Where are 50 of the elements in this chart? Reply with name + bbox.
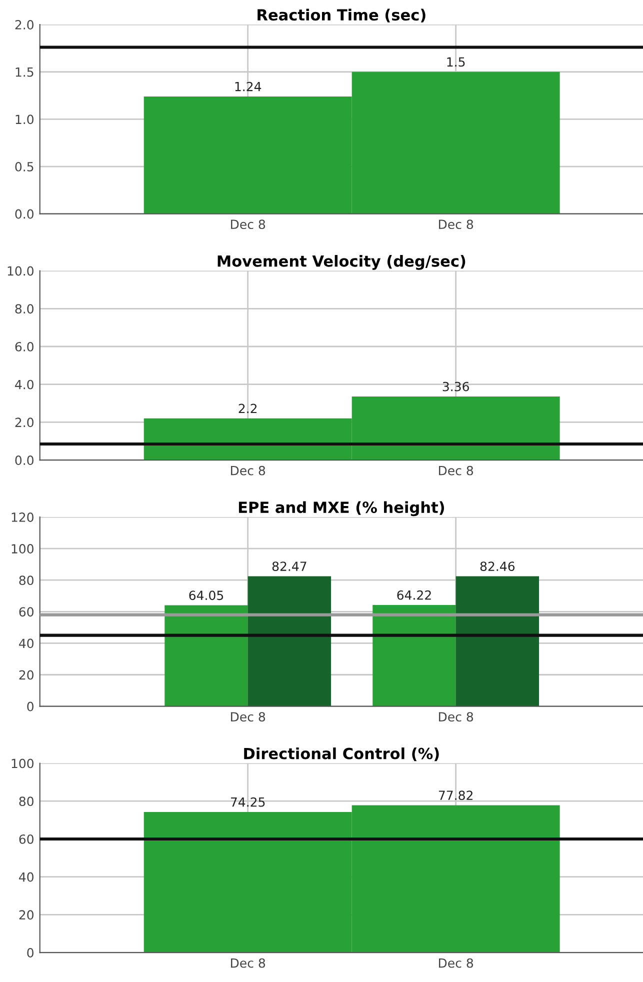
- y-tick-label: 0.0: [15, 209, 34, 219]
- y-tick-label: 4.0: [15, 380, 34, 390]
- x-tick-label: Dec 8: [231, 712, 266, 722]
- y-tick-label: 10.0: [8, 266, 34, 276]
- y-tick-label: 0.5: [15, 162, 34, 172]
- bar: [164, 605, 248, 706]
- y-tick-label: 60: [19, 607, 34, 617]
- y-tick-label: 20: [19, 670, 34, 680]
- data-label: 2.2: [238, 404, 257, 414]
- x-tick-label: Dec 8: [438, 712, 474, 722]
- y-tick-label: 0: [27, 702, 34, 712]
- y-tick-label: 60: [19, 834, 34, 844]
- data-label: 82.47: [272, 562, 306, 572]
- chart-title: EPE and MXE (% height): [238, 501, 444, 516]
- data-label: 64.22: [397, 590, 431, 600]
- y-tick-label: 120: [12, 512, 34, 522]
- chart-title: Movement Velocity (deg/sec): [218, 255, 466, 270]
- data-label: 3.36: [442, 382, 469, 392]
- x-tick-label: Dec 8: [438, 220, 474, 230]
- y-tick-label: 80: [19, 576, 34, 586]
- x-tick-label: Dec 8: [231, 466, 266, 476]
- y-tick-label: 80: [19, 796, 34, 806]
- x-tick-label: Dec 8: [231, 958, 266, 968]
- data-label: 1.5: [447, 57, 465, 67]
- y-tick-label: 0.0: [15, 456, 34, 465]
- y-tick-label: 2.0: [15, 20, 34, 30]
- y-tick-label: 40: [19, 638, 34, 648]
- y-tick-label: 6.0: [15, 342, 34, 352]
- bar: [372, 605, 456, 706]
- y-tick-label: 100: [12, 758, 34, 768]
- x-tick-label: Dec 8: [231, 220, 266, 230]
- y-tick-label: 8.0: [15, 304, 34, 314]
- y-tick-label: 100: [12, 544, 34, 554]
- x-tick-label: Dec 8: [438, 958, 474, 968]
- x-tick-label: Dec 8: [438, 466, 474, 476]
- bar: [456, 576, 540, 706]
- y-tick-label: 20: [19, 910, 34, 920]
- data-label: 74.25: [230, 797, 265, 807]
- bar: [248, 576, 332, 706]
- y-tick-label: 40: [19, 872, 34, 882]
- y-tick-label: 1.5: [16, 68, 34, 77]
- chart-title: Reaction Time (sec): [258, 8, 426, 22]
- y-tick-label: 2.0: [15, 418, 34, 428]
- data-label: 77.82: [438, 790, 472, 800]
- y-tick-label: 0: [27, 948, 34, 958]
- data-label: 82.46: [480, 562, 515, 572]
- y-tick-label: 1.0: [16, 114, 34, 124]
- data-label: 1.24: [235, 82, 262, 92]
- chart-title: Directional Control (%): [244, 747, 439, 762]
- data-label: 64.05: [189, 590, 224, 600]
